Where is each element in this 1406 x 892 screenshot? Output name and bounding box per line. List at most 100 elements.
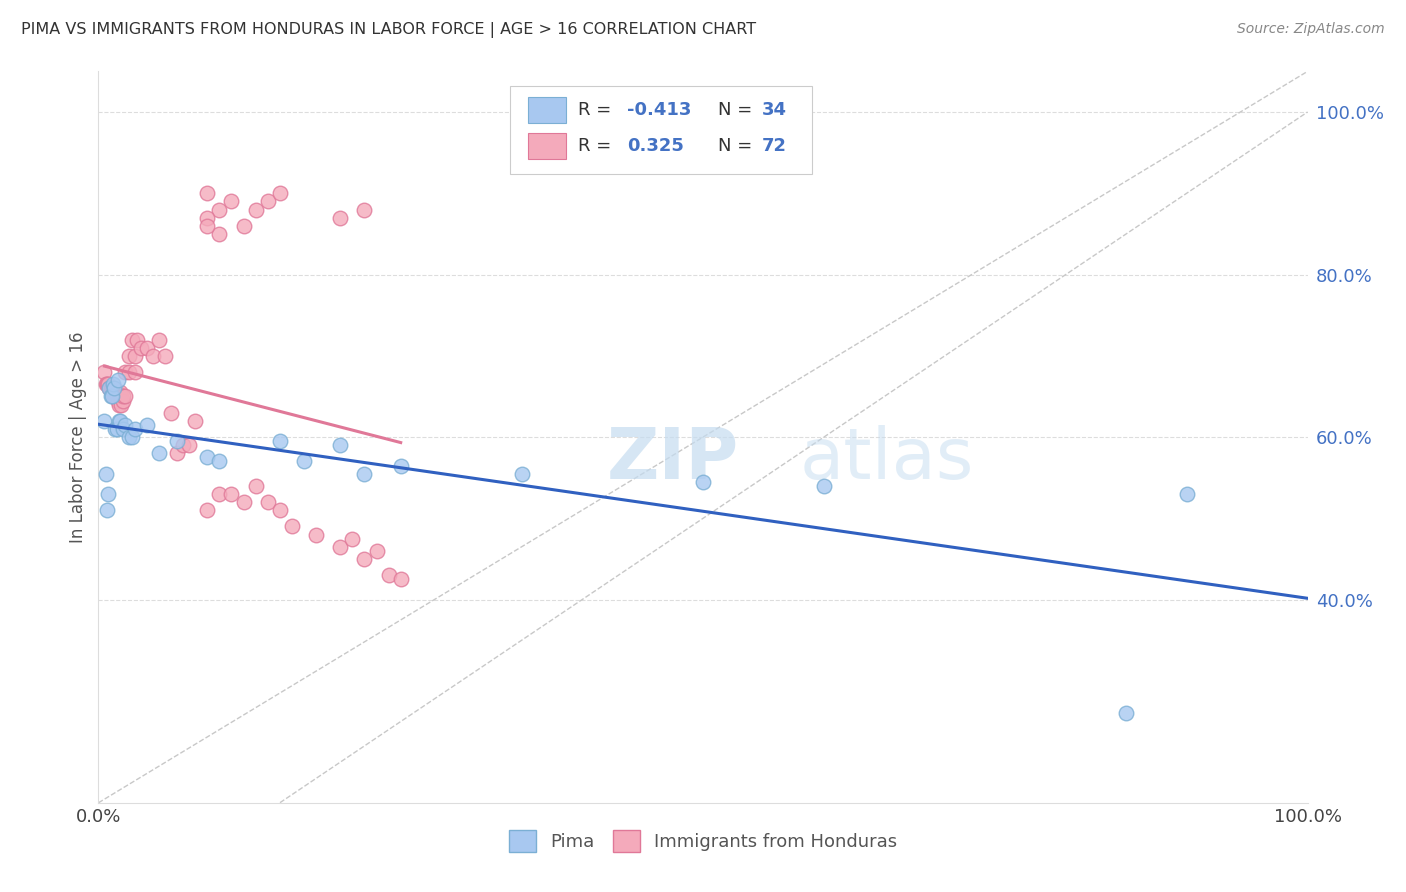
Point	[101, 377, 124, 392]
Legend: Pima, Immigrants from Honduras: Pima, Immigrants from Honduras	[502, 823, 904, 860]
Point	[208, 227, 231, 241]
Point	[135, 417, 157, 432]
Point	[110, 398, 132, 412]
Point	[329, 211, 352, 225]
Point	[105, 422, 128, 436]
Point	[124, 349, 146, 363]
Point	[105, 389, 128, 403]
Point	[153, 349, 176, 363]
Point	[104, 385, 127, 400]
Point	[107, 373, 129, 387]
Point	[353, 552, 375, 566]
Point	[353, 467, 375, 481]
Point	[195, 503, 218, 517]
Y-axis label: In Labor Force | Age > 16: In Labor Force | Age > 16	[69, 331, 87, 543]
Point	[269, 186, 291, 201]
Point	[111, 422, 134, 436]
Point	[94, 467, 117, 481]
Point	[108, 414, 131, 428]
Point	[103, 389, 125, 403]
Point	[108, 389, 131, 403]
Point	[97, 487, 120, 501]
Point	[329, 540, 352, 554]
Point	[105, 385, 128, 400]
Point	[114, 365, 136, 379]
Point	[208, 202, 231, 217]
Point	[160, 406, 183, 420]
Point	[195, 450, 218, 465]
Point	[108, 389, 131, 403]
Text: N =: N =	[717, 137, 758, 155]
Point	[98, 381, 121, 395]
Point	[93, 365, 115, 379]
Point	[107, 393, 129, 408]
Point	[366, 544, 388, 558]
FancyBboxPatch shape	[527, 97, 567, 123]
Point	[96, 503, 118, 517]
Point	[103, 381, 125, 395]
Point	[96, 377, 118, 392]
Text: R =: R =	[578, 101, 617, 120]
Point	[221, 487, 243, 501]
Point	[389, 572, 412, 586]
Point	[101, 385, 124, 400]
Point	[118, 430, 141, 444]
Point	[110, 389, 132, 403]
Point	[114, 389, 136, 403]
Point	[692, 475, 714, 489]
Point	[100, 381, 122, 395]
Point	[172, 438, 194, 452]
Point	[232, 495, 254, 509]
Point	[148, 333, 170, 347]
Point	[166, 434, 188, 449]
Point	[111, 389, 134, 403]
Point	[118, 349, 141, 363]
Point	[389, 458, 412, 473]
Point	[101, 381, 124, 395]
Point	[342, 532, 364, 546]
Point	[221, 194, 243, 209]
Point	[97, 377, 120, 392]
Point	[813, 479, 835, 493]
Point	[195, 186, 218, 201]
Point	[1115, 706, 1137, 721]
Point	[142, 349, 165, 363]
Point	[100, 381, 122, 395]
Point	[135, 341, 157, 355]
Text: N =: N =	[717, 101, 758, 120]
FancyBboxPatch shape	[527, 133, 567, 160]
Text: PIMA VS IMMIGRANTS FROM HONDURAS IN LABOR FORCE | AGE > 16 CORRELATION CHART: PIMA VS IMMIGRANTS FROM HONDURAS IN LABO…	[21, 22, 756, 38]
Point	[305, 527, 328, 541]
Point	[108, 385, 131, 400]
Point	[129, 341, 152, 355]
Point	[100, 381, 122, 395]
Point	[121, 333, 143, 347]
Text: -0.413: -0.413	[627, 101, 692, 120]
Text: atlas: atlas	[800, 425, 974, 493]
Point	[108, 414, 131, 428]
FancyBboxPatch shape	[509, 86, 811, 174]
Point	[100, 389, 122, 403]
Point	[166, 446, 188, 460]
Point	[114, 417, 136, 432]
Point	[245, 202, 267, 217]
Point	[269, 503, 291, 517]
Point	[329, 438, 352, 452]
Point	[232, 219, 254, 233]
Point	[245, 479, 267, 493]
Point	[103, 385, 125, 400]
Point	[93, 414, 115, 428]
Point	[281, 519, 304, 533]
Point	[179, 438, 201, 452]
Point	[100, 389, 122, 403]
Point	[121, 430, 143, 444]
Point	[94, 377, 117, 392]
Point	[127, 333, 149, 347]
Point	[100, 385, 122, 400]
Text: 0.325: 0.325	[627, 137, 683, 155]
Point	[377, 568, 399, 582]
Point	[1175, 487, 1198, 501]
Point	[292, 454, 315, 468]
Text: ZIP: ZIP	[606, 425, 738, 493]
Text: 34: 34	[762, 101, 787, 120]
